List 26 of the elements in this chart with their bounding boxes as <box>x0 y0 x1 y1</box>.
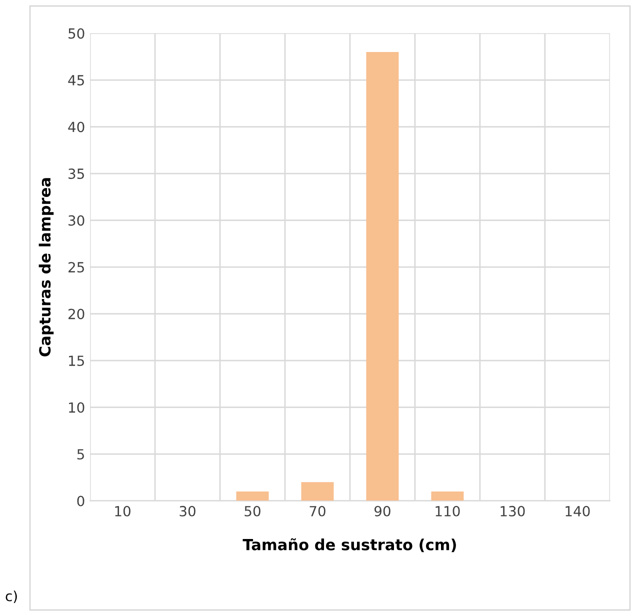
y-tick-label: 0 <box>77 496 84 506</box>
x-tick-label: 110 <box>436 506 460 516</box>
bar <box>236 491 269 501</box>
y-tick-label: 40 <box>68 122 84 132</box>
x-axis-title: Tamaño de sustrato (cm) <box>242 538 456 552</box>
y-tick-label: 50 <box>68 28 84 39</box>
bar <box>366 52 399 501</box>
x-tick-label: 90 <box>374 506 390 516</box>
x-tick-label: 30 <box>180 506 196 516</box>
y-tick-label: 25 <box>68 262 84 273</box>
x-tick-label: 140 <box>566 506 590 516</box>
bar <box>431 491 464 501</box>
x-tick-label: 130 <box>500 506 525 516</box>
x-tick-label: 70 <box>310 506 326 516</box>
y-tick-label: 20 <box>68 308 84 320</box>
x-tick-label: 10 <box>115 506 130 516</box>
y-tick-label: 15 <box>69 356 84 366</box>
y-tick-label: 5 <box>77 449 84 460</box>
bar <box>301 482 334 501</box>
x-tick-label: 50 <box>244 506 260 516</box>
y-axis-title: Capturas de lamprea <box>38 178 54 356</box>
y-tick-label: 10 <box>69 402 84 413</box>
y-tick-label: 45 <box>68 75 84 86</box>
y-tick-label: 35 <box>68 168 84 179</box>
text: c) <box>6 590 17 603</box>
y-tick-label: 30 <box>68 215 84 226</box>
